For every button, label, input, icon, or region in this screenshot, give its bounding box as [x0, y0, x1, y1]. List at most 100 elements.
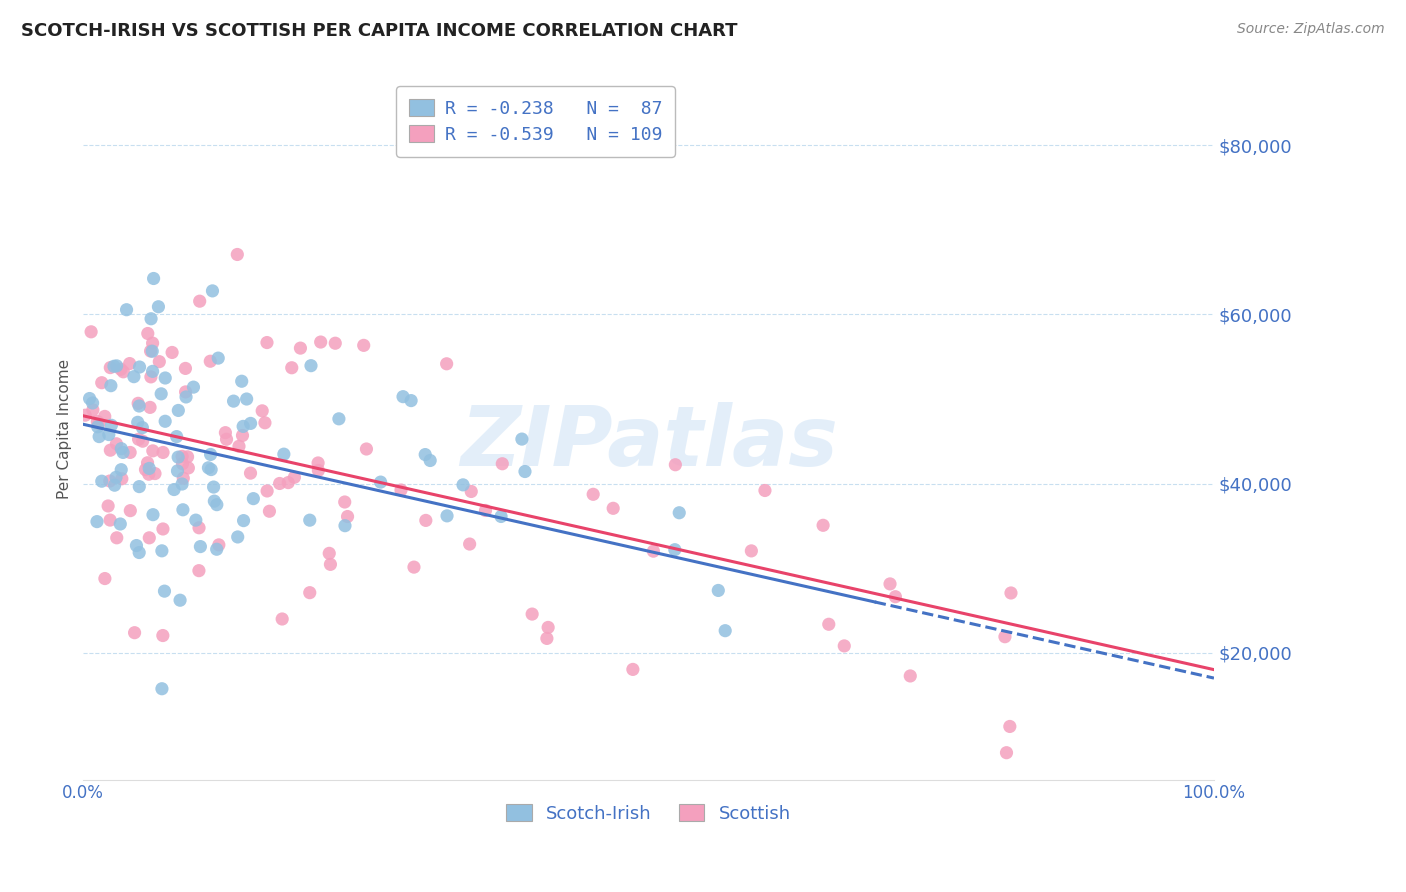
Point: [250, 404, 273, 418]
Point: [226, 247, 249, 261]
Point: [231, 374, 253, 388]
Point: [307, 463, 329, 477]
Point: [153, 414, 176, 428]
Point: [413, 448, 436, 462]
Point: [370, 475, 392, 489]
Point: [125, 539, 148, 553]
Point: [120, 445, 142, 459]
Point: [167, 403, 190, 417]
Point: [537, 620, 560, 634]
Point: [82, 396, 104, 410]
Point: [200, 354, 222, 368]
Point: [253, 416, 276, 430]
Point: [319, 558, 342, 572]
Point: [118, 357, 141, 371]
Y-axis label: Per Capita Income: Per Capita Income: [58, 359, 72, 499]
Point: [353, 338, 375, 352]
Point: [142, 443, 165, 458]
Point: [136, 326, 159, 341]
Point: [994, 630, 1017, 644]
Point: [491, 457, 513, 471]
Point: [333, 518, 356, 533]
Point: [128, 480, 150, 494]
Point: [259, 504, 281, 518]
Point: [754, 483, 776, 498]
Point: [139, 401, 162, 415]
Point: [256, 483, 278, 498]
Point: [105, 436, 128, 450]
Point: [290, 341, 312, 355]
Point: [174, 384, 197, 399]
Point: [520, 607, 543, 621]
Point: [298, 513, 321, 527]
Point: [214, 425, 236, 440]
Point: [172, 502, 194, 516]
Point: [90, 376, 112, 390]
Point: [127, 396, 149, 410]
Point: [188, 294, 211, 309]
Point: [239, 466, 262, 480]
Point: [141, 344, 163, 359]
Point: [115, 302, 138, 317]
Point: [811, 518, 834, 533]
Point: [139, 311, 162, 326]
Point: [232, 419, 254, 434]
Point: [134, 462, 156, 476]
Point: [307, 456, 329, 470]
Point: [152, 628, 174, 642]
Point: [201, 284, 224, 298]
Point: [150, 387, 173, 401]
Point: [474, 503, 496, 517]
Point: [142, 271, 165, 285]
Point: [200, 447, 222, 461]
Point: [436, 357, 458, 371]
Point: [256, 335, 278, 350]
Point: [197, 460, 219, 475]
Point: [148, 300, 170, 314]
Point: [205, 542, 228, 557]
Point: [86, 515, 108, 529]
Point: [392, 390, 415, 404]
Point: [389, 483, 412, 497]
Point: [82, 403, 104, 417]
Point: [323, 336, 346, 351]
Point: [122, 369, 145, 384]
Point: [228, 439, 250, 453]
Point: [98, 360, 121, 375]
Point: [832, 639, 855, 653]
Point: [621, 662, 644, 676]
Point: [97, 499, 120, 513]
Point: [277, 475, 299, 490]
Point: [328, 412, 350, 426]
Point: [582, 487, 605, 501]
Point: [208, 538, 231, 552]
Point: [489, 509, 512, 524]
Point: [103, 359, 125, 374]
Point: [884, 590, 907, 604]
Point: [299, 359, 322, 373]
Point: [150, 544, 173, 558]
Point: [436, 508, 458, 523]
Point: [163, 483, 186, 497]
Point: [202, 494, 225, 508]
Point: [239, 417, 262, 431]
Point: [148, 354, 170, 368]
Point: [817, 617, 839, 632]
Point: [86, 419, 108, 434]
Point: [643, 544, 665, 558]
Point: [269, 476, 291, 491]
Point: [167, 450, 190, 464]
Legend: Scotch-Irish, Scottish: Scotch-Irish, Scottish: [496, 793, 801, 834]
Point: [298, 585, 321, 599]
Point: [94, 409, 117, 424]
Point: [98, 474, 121, 488]
Point: [273, 447, 295, 461]
Point: [172, 450, 194, 464]
Point: [998, 719, 1021, 733]
Point: [124, 625, 146, 640]
Text: ZIPatlas: ZIPatlas: [460, 402, 838, 483]
Point: [103, 478, 125, 492]
Point: [112, 445, 135, 459]
Point: [139, 344, 162, 359]
Point: [318, 546, 340, 560]
